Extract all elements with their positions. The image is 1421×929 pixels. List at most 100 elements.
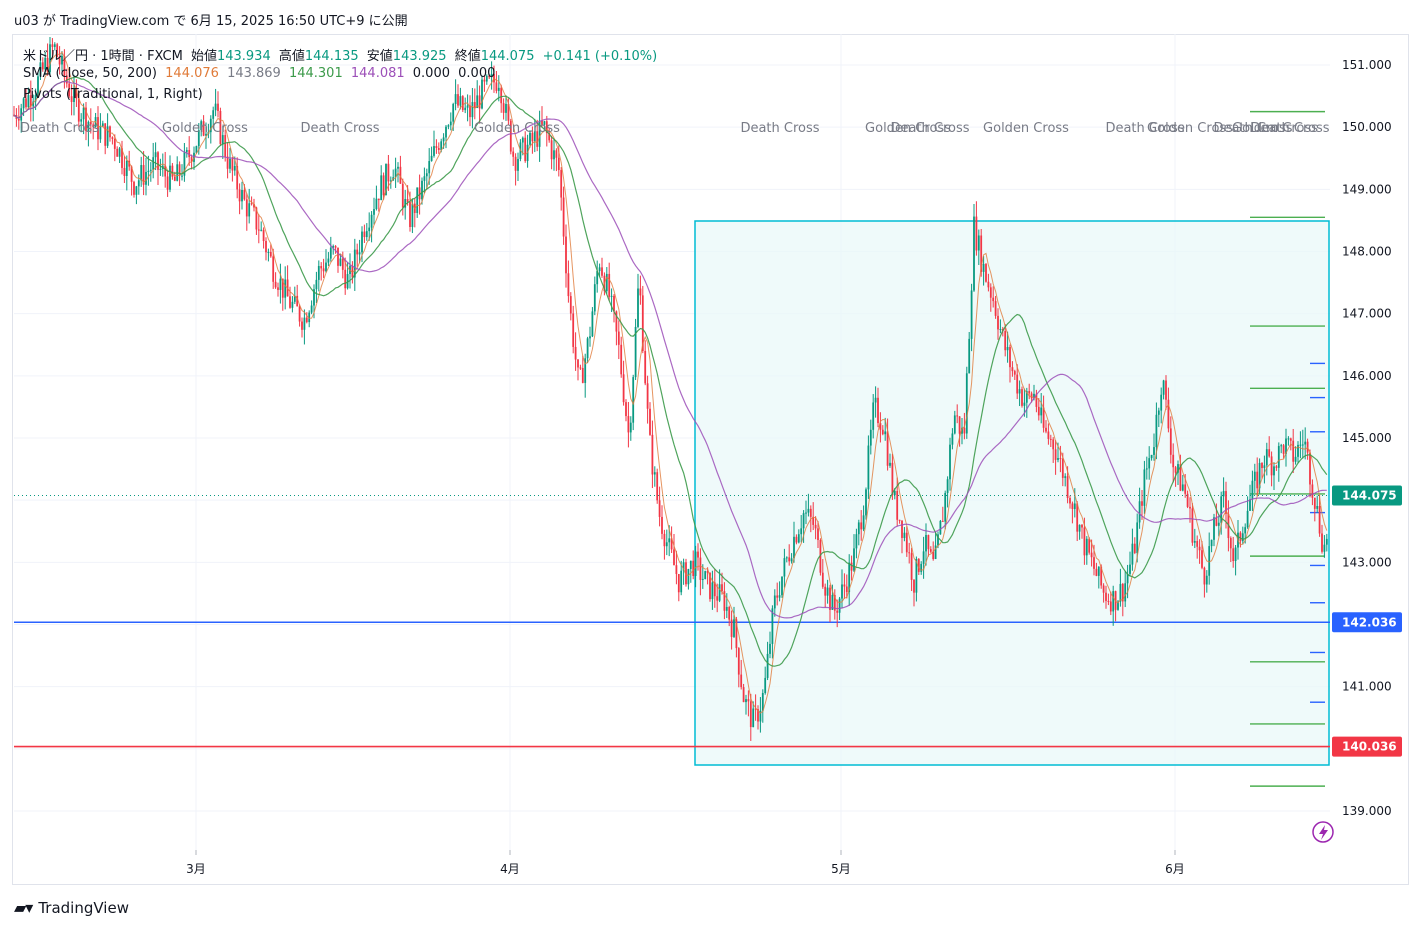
- candle-body: [637, 288, 639, 327]
- candle-body: [845, 586, 848, 593]
- candle-body: [512, 151, 515, 157]
- candle-body: [586, 338, 589, 359]
- price-label-text: 144.075: [1342, 489, 1397, 503]
- candle-body: [759, 710, 762, 722]
- candle-body: [761, 692, 764, 711]
- candle-body: [497, 87, 500, 91]
- candle-body: [625, 402, 627, 417]
- candle-body: [982, 264, 985, 272]
- candle-body: [675, 565, 678, 575]
- candle-body: [226, 156, 229, 169]
- candle-body: [44, 57, 47, 70]
- candle-body: [668, 538, 671, 543]
- candle-body: [327, 258, 330, 263]
- candle-body: [255, 207, 258, 230]
- candle-body: [1049, 438, 1052, 440]
- candle-body: [764, 677, 767, 693]
- candle-body: [821, 572, 824, 587]
- candle-body: [1066, 476, 1069, 498]
- candle-body: [989, 287, 992, 298]
- candle-body: [1021, 389, 1023, 406]
- candle-body: [1287, 438, 1290, 440]
- publish-caption: u03 が TradingView.com で 6月 15, 2025 16:5…: [14, 14, 408, 29]
- candle-body: [805, 512, 807, 514]
- candle-body: [365, 231, 368, 238]
- price-label-text: 142.036: [1342, 615, 1397, 629]
- candle-body: [1309, 452, 1311, 485]
- candle-body: [1102, 585, 1105, 593]
- candle-body: [380, 175, 383, 201]
- candle-body: [1105, 592, 1107, 601]
- cross-labels: Death Cross Golden Cross Death Cross Golden…: [20, 121, 1330, 136]
- candle-body: [685, 562, 687, 585]
- candle-body: [1311, 484, 1314, 498]
- candle-body: [910, 553, 913, 580]
- candle-body: [785, 557, 788, 559]
- price-range-box[interactable]: [694, 220, 1330, 766]
- candle-body: [507, 103, 510, 121]
- candle-body: [433, 146, 435, 156]
- candle-body: [454, 94, 457, 104]
- candle-body: [709, 572, 711, 600]
- candle-body: [233, 165, 236, 171]
- sma-value-2: 143.869: [227, 66, 281, 81]
- cross-label: Golden Cross: [474, 121, 560, 136]
- candle-body: [670, 538, 673, 550]
- candle-body: [735, 619, 738, 649]
- candle-body: [783, 558, 786, 577]
- candle-body: [435, 146, 438, 149]
- candle-body: [1321, 533, 1323, 552]
- price-tick: 150.000: [1342, 120, 1392, 134]
- candle-body: [1150, 454, 1153, 459]
- candle-body: [58, 56, 61, 65]
- candle-body: [701, 578, 704, 580]
- candle-body: [699, 557, 702, 580]
- candle-body: [848, 562, 851, 593]
- candle-body: [831, 595, 834, 610]
- legend-sma[interactable]: SMA (close, 50, 200) 144.076 143.869 144…: [23, 66, 499, 81]
- candle-body: [152, 157, 155, 170]
- candle-body: [1318, 505, 1321, 534]
- candle-body: [219, 110, 222, 144]
- candle-body: [694, 551, 697, 576]
- candle-body: [346, 274, 349, 289]
- candle-body: [572, 313, 575, 347]
- candle-body: [802, 513, 805, 529]
- candle-body: [337, 247, 339, 266]
- candle-body: [881, 429, 884, 435]
- flash-icon[interactable]: [1312, 821, 1334, 843]
- candle-body: [1265, 449, 1268, 466]
- candle-body: [1035, 393, 1038, 407]
- candle-body: [992, 297, 995, 302]
- candle-body: [1273, 466, 1275, 476]
- candle-body: [277, 287, 279, 290]
- candle-body: [1282, 445, 1285, 454]
- candle-body: [1289, 438, 1292, 441]
- candle-body: [1131, 543, 1134, 565]
- candle-body: [879, 423, 882, 430]
- pivot-levels: [1250, 110, 1325, 787]
- candle-body: [1208, 546, 1211, 576]
- candle-body: [999, 328, 1002, 330]
- cross-label: Death Cross: [1250, 121, 1329, 136]
- candle-body: [253, 204, 255, 208]
- candle-body: [1129, 564, 1131, 574]
- candle-body: [617, 331, 620, 345]
- sma-label: SMA (close, 50, 200): [23, 66, 158, 81]
- candle-body: [317, 266, 320, 280]
- legend-pivots[interactable]: Pivots (Traditional, 1, Right): [23, 87, 207, 102]
- candle-body: [296, 295, 299, 307]
- candle-body: [565, 236, 567, 274]
- footer-brand[interactable]: ▰▾ TradingView: [14, 898, 129, 917]
- candle-body: [181, 175, 183, 177]
- candle-body: [521, 137, 524, 143]
- candle-body: [279, 278, 282, 290]
- candle-body: [159, 168, 162, 170]
- candle-body: [877, 397, 879, 424]
- sma-value-4: 144.081: [350, 66, 405, 81]
- candle-body: [257, 229, 260, 231]
- candle-body: [925, 535, 927, 552]
- candle-body: [245, 199, 248, 217]
- candle-body: [553, 150, 555, 160]
